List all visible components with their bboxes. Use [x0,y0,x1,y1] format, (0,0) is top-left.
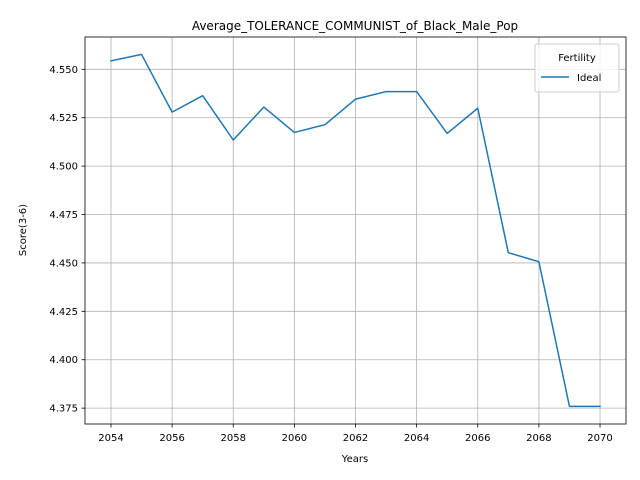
x-tick-label: 2056 [159,433,184,444]
y-tick-label: 4.550 [49,65,78,76]
x-tick-label: 2058 [221,433,246,444]
y-tick-label: 4.425 [49,307,78,318]
chart-title: Average_TOLERANCE_COMMUNIST_of_Black_Mal… [192,19,518,33]
x-tick-label: 2068 [526,433,551,444]
x-tick-label: 2070 [587,433,612,444]
y-tick-label: 4.400 [49,355,78,366]
y-axis-label: Score(3-6) [18,204,29,256]
legend-label-ideal: Ideal [577,73,601,84]
y-tick-label: 4.525 [49,113,78,124]
grid [85,37,626,424]
x-tick-label: 2060 [282,433,307,444]
x-tick-label: 2062 [343,433,368,444]
y-tick-label: 4.500 [49,162,78,173]
series-line-ideal [110,53,601,408]
legend: Fertility Ideal [534,43,620,93]
legend-box [534,43,620,93]
y-tick-label: 4.375 [49,404,78,415]
y-tick-label: 4.450 [49,258,78,269]
y-tick-label: 4.475 [49,210,78,221]
x-tick-label: 2054 [98,433,123,444]
x-tick-label: 2064 [404,433,429,444]
series-layer [110,53,601,408]
x-axis-label: Years [341,454,368,465]
x-tick-label: 2066 [465,433,490,444]
x-axis: 2054 2056 2058 2060 2062 2064 2066 2068 2070 [98,424,613,444]
legend-title: Fertility [558,53,596,64]
y-axis: 4.375 4.400 4.425 4.450 4.475 4.500 4.525 4.550 [49,65,85,415]
